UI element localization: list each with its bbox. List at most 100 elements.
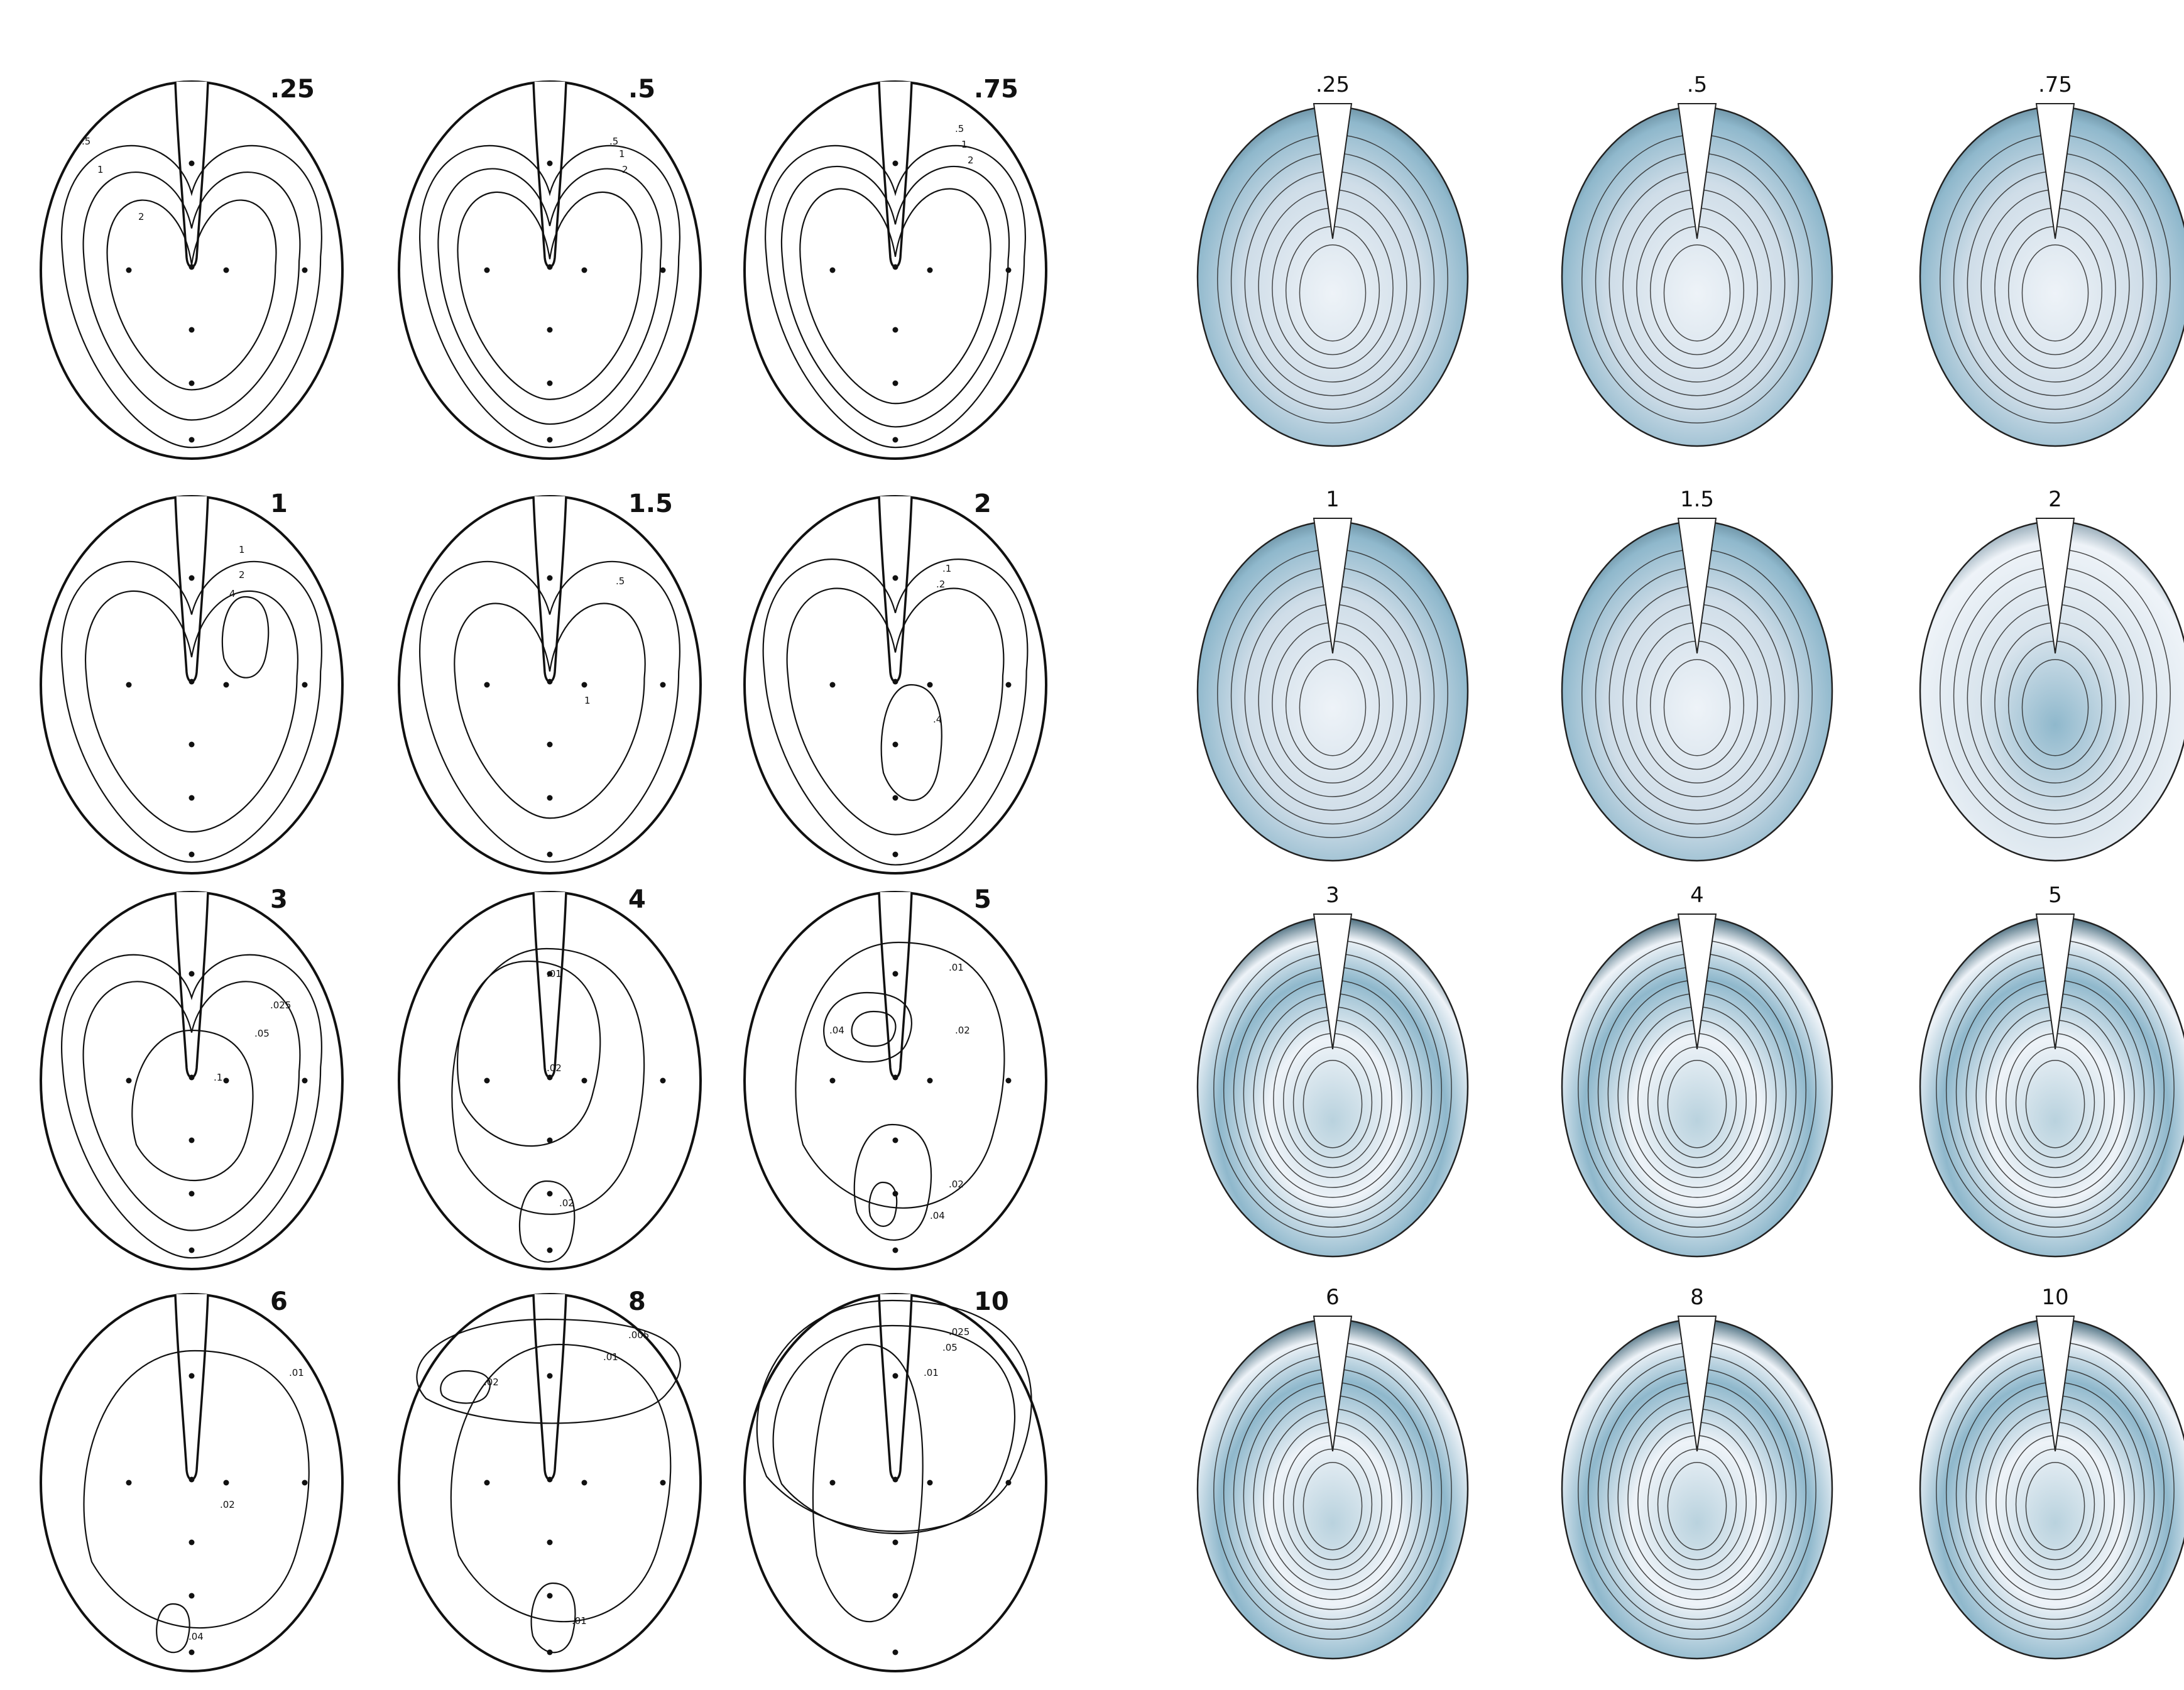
contour-value-label: .04 <box>930 1210 945 1221</box>
frog-cleft <box>174 891 209 1079</box>
contour-line <box>106 199 277 391</box>
frog-cleft <box>878 496 913 683</box>
contour-value-label: .01 <box>547 968 562 979</box>
sensor-point <box>1005 682 1012 688</box>
sensor-point <box>892 327 898 333</box>
sensor-point <box>188 1247 195 1253</box>
contour-panel: .01 .04 .02 .02 .04 5 <box>741 880 1097 1288</box>
sensor-point <box>892 1476 898 1483</box>
contour-line <box>880 684 942 801</box>
surface-contour <box>1663 659 1731 756</box>
shaded-panel: .5 <box>1518 69 1874 477</box>
contour-line <box>786 587 1005 836</box>
contour-line <box>419 144 680 449</box>
sensor-point <box>188 1137 195 1143</box>
shaded-hoof-drawing <box>1196 103 1469 447</box>
contour-line <box>518 1180 576 1263</box>
sensor-point <box>188 160 195 166</box>
panel-label: .5 <box>1686 72 1708 97</box>
sensor-point <box>547 1074 553 1081</box>
sensor-point <box>547 1649 553 1655</box>
sensor-point <box>892 971 898 977</box>
contour-line <box>823 991 912 1063</box>
hoof-outline-drawing: .025 .05 .1 <box>40 891 344 1270</box>
contour-value-label: 2 <box>239 569 245 581</box>
sensor-point <box>829 1077 836 1084</box>
frog-cleft <box>532 1294 567 1481</box>
contour-value-label: .005 <box>628 1329 649 1341</box>
hoof-outline-drawing: .512 <box>398 80 702 460</box>
contour-value-label: .025 <box>949 1326 969 1338</box>
contour-line <box>457 960 601 1147</box>
shaded-panel: 1.5 <box>1518 484 1874 892</box>
sensor-point <box>547 1191 553 1197</box>
contour-line <box>61 954 322 1259</box>
sensor-point <box>581 267 587 273</box>
frog-notch <box>2035 103 2075 239</box>
contour-value-label: .5 <box>616 575 625 587</box>
contour-value-label: .1 <box>214 1072 222 1083</box>
shaded-hoof-drawing <box>1561 1316 1833 1660</box>
panel-label: 5 <box>974 885 991 914</box>
sensor-point <box>188 851 195 858</box>
hoof-outline-drawing: 1 24 <box>40 495 344 875</box>
sensor-point <box>188 1649 195 1655</box>
hoof-outline-drawing: .512 <box>743 80 1047 460</box>
shaded-hoof-drawing <box>1561 518 1833 862</box>
panel-label: 2 <box>2048 487 2062 512</box>
contour-panel: .5 1 2 .75 <box>741 69 1097 477</box>
frog-cleft <box>532 81 567 268</box>
shaded-panel: 1 <box>1154 484 1509 892</box>
contour-value-label: 1 <box>97 164 104 175</box>
panel-label: 6 <box>1326 1285 1340 1310</box>
surface-contour <box>1663 244 1731 342</box>
sensor-point <box>547 741 553 748</box>
hoof-outline-drawing: .01 .04 .02 .02 .04 <box>743 891 1047 1270</box>
contour-panel: .5 1 1.5 <box>396 484 751 892</box>
contour-value-label: .01 <box>572 1615 587 1627</box>
contour-value-label: .01 <box>603 1351 618 1363</box>
sensor-point <box>188 1074 195 1081</box>
panel-label: 10 <box>974 1287 1009 1316</box>
panel-label: 4 <box>628 885 646 914</box>
panel-label: 10 <box>2041 1285 2069 1310</box>
sensor-point <box>581 1077 587 1084</box>
sensor-point <box>892 380 898 386</box>
hoof-outline-drawing: .1 .2 .4 <box>743 495 1047 875</box>
surface-contour <box>1299 659 1367 756</box>
sensor-point <box>126 1077 132 1084</box>
frog-notch <box>1677 103 1717 239</box>
sensor-point <box>484 1480 490 1486</box>
sensor-point <box>547 1593 553 1599</box>
sensor-point <box>829 1480 836 1486</box>
contour-value-label: 4 <box>229 588 236 599</box>
sensor-point <box>892 264 898 270</box>
surface-contour <box>1302 1461 1363 1551</box>
sensor-point <box>126 267 132 273</box>
contour-line <box>765 144 1026 449</box>
contour-value-label: 1 <box>619 148 625 160</box>
sensor-point <box>547 575 553 581</box>
contour-line <box>61 144 322 449</box>
contour-value-label: .01 <box>924 1367 939 1378</box>
contour-value-label: .025 <box>270 1000 291 1011</box>
contour-value-label: .04 <box>829 1025 844 1036</box>
shaded-hoof-drawing <box>1196 913 1469 1258</box>
contour-line <box>82 981 301 1231</box>
contour-value-label: .02 <box>220 1499 235 1510</box>
panel-label: 1.5 <box>1679 487 1715 512</box>
sensor-point <box>892 795 898 801</box>
sensor-point <box>547 1476 553 1483</box>
sensor-point <box>547 851 553 858</box>
contour-value-label: 2 <box>138 211 145 222</box>
contour-line <box>762 559 1029 866</box>
contour-value-label: .5 <box>955 123 964 134</box>
contour-value-label: .02 <box>949 1179 964 1190</box>
contour-value-label: .4 <box>933 714 942 725</box>
contour-value-label: .02 <box>955 1025 970 1036</box>
contour-line <box>131 1029 254 1181</box>
contour-value-label: .04 <box>188 1631 204 1642</box>
panel-label: 6 <box>270 1287 288 1316</box>
sensor-point <box>660 682 666 688</box>
sensor-point <box>1005 1480 1012 1486</box>
